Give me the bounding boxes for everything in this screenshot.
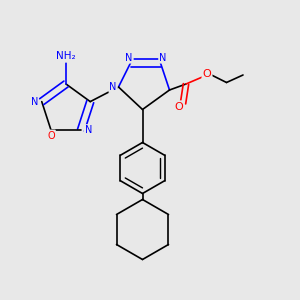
Text: N: N bbox=[85, 125, 92, 135]
Text: O: O bbox=[202, 69, 211, 79]
Text: N: N bbox=[31, 97, 38, 106]
Text: N: N bbox=[110, 82, 117, 92]
Text: O: O bbox=[174, 101, 183, 112]
Text: N: N bbox=[159, 52, 167, 63]
Text: NH₂: NH₂ bbox=[56, 51, 76, 62]
Text: N: N bbox=[125, 52, 133, 63]
Text: O: O bbox=[47, 130, 55, 140]
